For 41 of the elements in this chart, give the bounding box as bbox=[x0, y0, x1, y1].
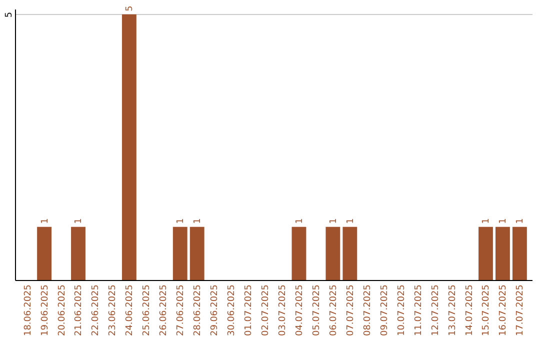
data-label: 1 bbox=[74, 218, 84, 224]
data-label: 1 bbox=[294, 218, 305, 224]
x-tick-label: 24.06.2025 bbox=[125, 284, 136, 336]
x-tick-label: 10.07.2025 bbox=[396, 284, 407, 336]
data-label: 1 bbox=[40, 218, 50, 224]
x-tick-label: 12.07.2025 bbox=[430, 284, 441, 336]
x-tick-label: 14.07.2025 bbox=[464, 284, 475, 336]
data-label: 5 bbox=[125, 6, 136, 12]
data-label: 1 bbox=[346, 218, 356, 224]
data-label: 1 bbox=[328, 218, 339, 224]
x-tick-label: 11.07.2025 bbox=[414, 284, 424, 336]
x-tick-label: 03.07.2025 bbox=[278, 284, 288, 336]
x-tick-label: 17.07.2025 bbox=[516, 284, 526, 336]
data-label: 1 bbox=[516, 218, 526, 224]
x-tick-label: 02.07.2025 bbox=[261, 284, 272, 336]
x-tick-label: 09.07.2025 bbox=[380, 284, 390, 336]
x-tick-label: 01.07.2025 bbox=[244, 284, 254, 336]
x-tick-label: 28.06.2025 bbox=[193, 284, 204, 336]
x-tick-label: 05.07.2025 bbox=[312, 284, 322, 336]
x-tick-label: 20.06.2025 bbox=[57, 284, 68, 336]
x-tick-label: 13.07.2025 bbox=[448, 284, 458, 336]
x-tick-label: 30.06.2025 bbox=[227, 284, 238, 336]
x-tick-label: 19.06.2025 bbox=[40, 284, 50, 336]
x-tick-label: 26.06.2025 bbox=[159, 284, 170, 336]
x-tick-label: 16.07.2025 bbox=[498, 284, 509, 336]
data-label: 1 bbox=[193, 218, 204, 224]
x-tick-label: 07.07.2025 bbox=[346, 284, 356, 336]
x-tick-label: 06.07.2025 bbox=[328, 284, 339, 336]
x-tick-label: 21.06.2025 bbox=[74, 284, 84, 336]
x-tick-label: 08.07.2025 bbox=[362, 284, 373, 336]
x-tick-label: 15.07.2025 bbox=[482, 284, 492, 336]
x-tick-label: 29.06.2025 bbox=[210, 284, 220, 336]
data-label: 1 bbox=[498, 218, 509, 224]
data-label: 1 bbox=[482, 218, 492, 224]
x-tick-label: 18.06.2025 bbox=[23, 284, 34, 336]
x-tick-label: 22.06.2025 bbox=[91, 284, 102, 336]
x-tick-label: 23.06.2025 bbox=[108, 284, 118, 336]
x-tick-label: 25.06.2025 bbox=[142, 284, 152, 336]
x-tick-label: 27.06.2025 bbox=[176, 284, 186, 336]
data-label: 1 bbox=[176, 218, 186, 224]
x-tick-label: 04.07.2025 bbox=[294, 284, 305, 336]
